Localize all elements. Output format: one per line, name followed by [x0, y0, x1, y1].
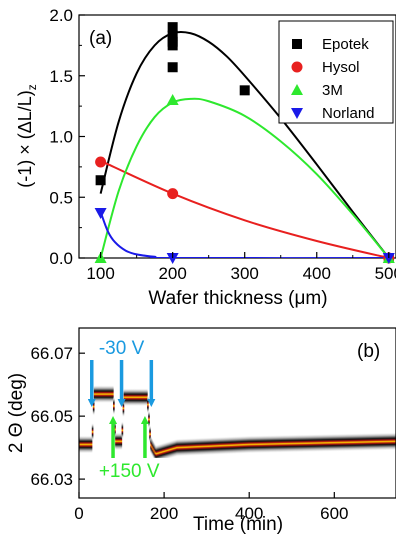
- data-point-3m: [167, 94, 179, 105]
- legend-label-3m: 3M: [322, 82, 343, 99]
- x-tick-label: 200: [158, 264, 186, 283]
- annotation-plus-150v: +150 V: [99, 461, 160, 482]
- data-point-hysol: [95, 157, 106, 168]
- panel-a-y-axis-label: (-1) × (ΔL/L)z: [15, 84, 39, 188]
- legend-label-norland: Norland: [322, 105, 375, 122]
- x-tick-label: 300: [231, 264, 259, 283]
- y-tick-label: 66.03: [30, 470, 73, 489]
- panel-a-y-axis-label-subscript: z: [25, 84, 39, 90]
- y-tick-label: 1.0: [49, 128, 73, 147]
- y-tick-label: 0.0: [49, 249, 73, 268]
- fit-line-norland: [101, 212, 389, 258]
- data-point-norland: [95, 208, 107, 219]
- data-point-hysol: [167, 188, 178, 199]
- x-tick-label: 500: [375, 264, 396, 283]
- data-point-epotek: [168, 22, 178, 32]
- panel-a-label: (a): [89, 28, 112, 49]
- data-point-epotek: [240, 85, 250, 95]
- x-tick-label: 0: [74, 504, 83, 523]
- x-tick-label: 600: [320, 504, 348, 523]
- fit-line-hysol: [101, 161, 389, 258]
- y-tick-label: 1.5: [49, 67, 73, 86]
- panel-a: 0.0 0.5 1.0 1.5 2.0 100 200 300 400 500 (a) Wafe…: [15, 6, 396, 309]
- y-tick-label: 66.07: [30, 344, 73, 363]
- x-tick-label: 400: [303, 264, 331, 283]
- panel-b: 66.03 66.05 66.07 0 200 400 600 -30 V +150 V (…: [6, 328, 396, 535]
- heatmap-column: [122, 421, 124, 439]
- y-tick-label: 66.05: [30, 407, 73, 426]
- data-point-epotek: [168, 62, 178, 72]
- legend-label-hysol: Hysol: [322, 59, 360, 76]
- annotation-minus-30v: -30 V: [99, 338, 145, 359]
- panel-a-x-axis-label: Wafer thickness (μm): [148, 288, 327, 309]
- panel-b-y-axis-label: 2 Θ (deg): [6, 373, 27, 453]
- legend: Epotek Hysol 3M Norland: [279, 21, 393, 123]
- legend-label-epotek: Epotek: [322, 36, 369, 53]
- legend-marker-epotek: [292, 39, 302, 49]
- heatmap-column: [92, 423, 94, 441]
- data-point-epotek: [96, 175, 106, 185]
- data-point-epotek: [168, 40, 178, 50]
- x-tick-label: 200: [150, 504, 178, 523]
- panel-b-x-axis-label: Time (min): [193, 514, 283, 535]
- panel-b-label: (b): [357, 341, 380, 362]
- x-tick-label: 100: [86, 264, 114, 283]
- legend-marker-hysol: [292, 62, 303, 73]
- y-tick-label: 2.0: [49, 6, 73, 25]
- heatmap-column: [113, 397, 115, 415]
- panel-a-y-axis-label-main: (-1) × (ΔL/L): [15, 90, 35, 188]
- y-tick-label: 0.5: [49, 188, 73, 207]
